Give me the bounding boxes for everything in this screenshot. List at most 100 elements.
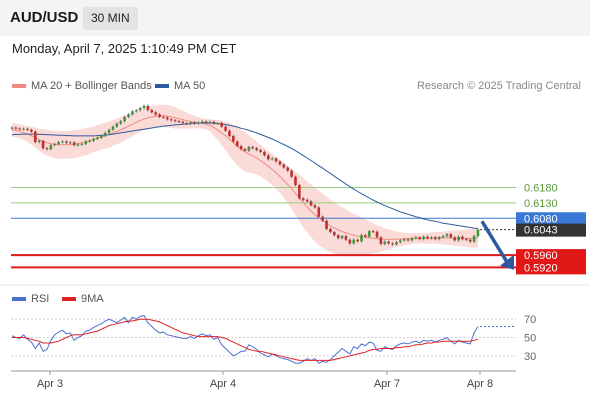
candle-body (461, 236, 464, 240)
candle-body (259, 150, 262, 152)
legend-rsi: RSI (12, 293, 49, 305)
rsi-swatch (12, 297, 26, 301)
candle-body (150, 110, 154, 113)
candle-body (235, 141, 239, 147)
current-price-label: 0.6043 (524, 225, 558, 237)
candle-body (387, 241, 390, 244)
x-tick-label-0: Apr 3 (37, 378, 63, 390)
level-label-1: 0.6130 (524, 198, 558, 210)
bollinger-band (12, 104, 478, 257)
candle-body (333, 232, 336, 236)
candle-body (433, 237, 437, 240)
candle-body (146, 105, 150, 111)
candle-body (476, 229, 480, 237)
candle-body (360, 235, 363, 242)
candle-body (84, 141, 88, 144)
forecast-arrow-shaft (480, 220, 510, 265)
timeframe-badge[interactable]: 30 MIN (83, 7, 138, 30)
candle-body (169, 119, 173, 121)
candle-body (298, 185, 301, 199)
rsi-tick-70: 70 (524, 314, 536, 326)
candle-body (352, 239, 356, 244)
candle-body (340, 236, 344, 239)
candle-body (255, 148, 258, 151)
candle-body (305, 199, 309, 202)
timestamp: Monday, April 7, 2025 1:10:49 PM CET (12, 41, 237, 56)
candle-body (185, 123, 189, 125)
candle-body (290, 170, 293, 177)
candle-body (22, 128, 25, 130)
candle-body (26, 128, 29, 130)
candle-body (142, 105, 146, 108)
candle-body (453, 237, 456, 241)
candle-body (193, 122, 196, 124)
candle-body (224, 126, 227, 131)
candle-body (76, 144, 80, 146)
candle-body (414, 237, 418, 239)
candle-body (119, 121, 123, 124)
ma9-swatch (62, 297, 76, 301)
candle-body (410, 238, 414, 241)
level-badge-3 (516, 249, 586, 263)
candle-body (10, 127, 14, 129)
legend-9ma: 9MA (62, 293, 104, 305)
candle-body (57, 142, 60, 144)
candle-body (216, 123, 220, 125)
instrument-symbol: AUD/USD (10, 9, 79, 26)
candle-body (449, 234, 453, 238)
candle-body (92, 139, 95, 141)
candle-body (80, 143, 84, 145)
candle-body (103, 132, 107, 136)
candle-body (41, 140, 45, 149)
candle-body (208, 121, 212, 123)
candle-body (468, 239, 472, 242)
candle-body (228, 130, 231, 136)
candle-body (189, 122, 192, 124)
candle-body (88, 140, 91, 142)
candle-body (325, 220, 328, 229)
candle-body (282, 164, 286, 168)
candle-body (441, 236, 445, 238)
x-tick-label-1: Apr 4 (210, 378, 236, 390)
candle-body (158, 114, 161, 117)
candle-body (212, 121, 216, 124)
rsi-tick-30: 30 (524, 351, 536, 363)
current-price-badge (516, 223, 586, 237)
candle-body (220, 123, 223, 127)
candle-body (45, 148, 49, 150)
candle-body (329, 229, 332, 233)
candle-body (37, 140, 41, 143)
candle-body (181, 121, 185, 124)
ma20-label: MA 20 + Bollinger Bands (31, 80, 152, 92)
candle-body (173, 120, 177, 122)
candle-body (204, 121, 208, 123)
candle-body (465, 239, 468, 241)
candle-body (356, 239, 359, 242)
candle-body (30, 129, 33, 132)
level-badge-4 (516, 261, 586, 275)
legend-ma20: MA 20 + Bollinger Bands (12, 80, 152, 92)
candle-body (313, 205, 317, 208)
candle-body (430, 237, 433, 239)
candle-body (107, 129, 111, 133)
candle-body (375, 231, 379, 238)
credit-text: Research © 2025 Trading Central (416, 80, 581, 92)
forecast-arrow-head (500, 254, 514, 270)
ma50-line (11, 122, 479, 229)
candle-body (406, 239, 410, 241)
candle-body (100, 135, 103, 138)
candle-body (472, 236, 476, 242)
candle-body (162, 116, 165, 118)
candle-body (274, 158, 278, 162)
legend-ma50: MA 50 (155, 80, 205, 92)
candle-body (321, 216, 324, 221)
candle-body (426, 236, 429, 239)
header-bar: AUD/USD 30 MIN (0, 0, 590, 36)
candle-body (131, 111, 134, 115)
candle-body (379, 237, 383, 245)
candle-body (123, 116, 126, 122)
candle-body (72, 142, 76, 146)
candle-body (317, 207, 321, 217)
candle-body (445, 234, 449, 237)
